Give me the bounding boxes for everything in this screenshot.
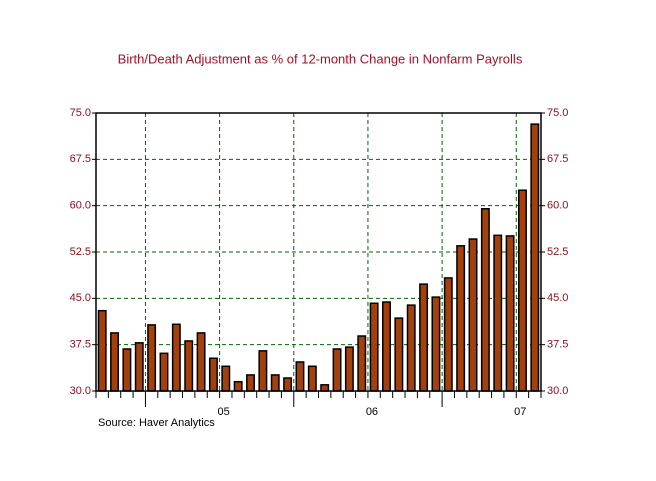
bar	[493, 234, 503, 392]
y2-tick-label: 37.5	[547, 339, 568, 351]
bar	[518, 189, 527, 392]
bar	[147, 324, 157, 392]
y2-tick-label: 67.5	[547, 153, 568, 165]
bar	[97, 309, 107, 392]
bar	[283, 377, 293, 392]
bar	[208, 357, 218, 392]
bar	[344, 346, 354, 392]
bar	[406, 304, 416, 392]
bar	[357, 335, 367, 392]
y2-tick-label: 60.0	[547, 200, 568, 212]
source-note: Source: Haver Analytics	[98, 417, 215, 429]
y2-tick-label: 45.0	[547, 292, 568, 304]
bar	[505, 235, 515, 392]
bar	[258, 350, 268, 392]
bar	[332, 348, 342, 392]
bar	[530, 123, 540, 392]
bar	[134, 342, 144, 392]
bar	[246, 374, 255, 392]
bar	[110, 332, 120, 392]
bar	[295, 361, 305, 392]
y-tick-label: 52.5	[70, 246, 91, 258]
bar	[122, 348, 132, 392]
bar	[320, 384, 330, 392]
bar	[171, 323, 181, 392]
y-tick-label: 30.0	[70, 385, 91, 397]
bar	[233, 380, 243, 392]
bar	[456, 245, 466, 392]
y-tick-label: 75.0	[70, 107, 91, 119]
bar	[307, 365, 317, 392]
bar	[480, 208, 490, 392]
bar	[394, 317, 404, 392]
bar	[184, 340, 194, 392]
bar	[159, 352, 169, 392]
y-tick-label: 67.5	[70, 153, 91, 165]
bar	[431, 296, 441, 392]
bar	[270, 374, 280, 392]
bar	[196, 332, 206, 392]
y-tick-label: 60.0	[70, 200, 91, 212]
bar	[221, 365, 231, 392]
plot-frame	[95, 112, 542, 392]
bar	[369, 302, 379, 392]
x-tick-label: 05	[217, 406, 229, 418]
chart-title: Birth/Death Adjustment as % of 12-month …	[118, 51, 523, 66]
y-tick-label: 45.0	[70, 292, 91, 304]
bar	[443, 277, 453, 392]
x-tick-label: 06	[366, 406, 378, 418]
y2-tick-label: 30.0	[547, 385, 568, 397]
x-tick-label: 07	[514, 406, 526, 418]
bar	[419, 283, 429, 392]
y-tick-label: 37.5	[70, 339, 91, 351]
y2-tick-label: 75.0	[547, 107, 568, 119]
bar	[468, 238, 478, 392]
bar	[382, 301, 391, 392]
y2-tick-label: 52.5	[547, 246, 568, 258]
